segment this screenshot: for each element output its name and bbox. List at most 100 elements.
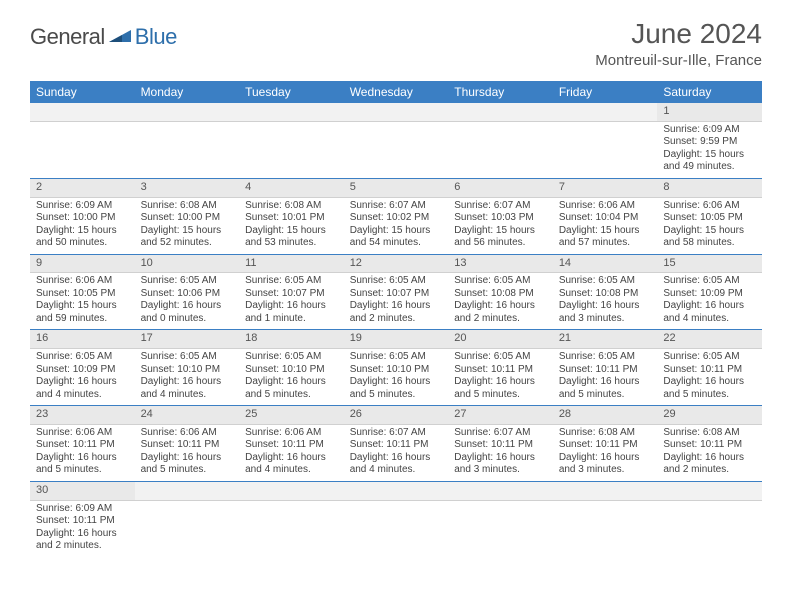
weekday-header: Sunday (30, 81, 135, 103)
day-number: 27 (448, 406, 553, 425)
calendar-cell: 23Sunrise: 6:06 AMSunset: 10:11 PMDaylig… (30, 406, 135, 482)
sunrise-label: Sunrise: 6:05 AM (141, 275, 234, 288)
calendar-week-row: 9Sunrise: 6:06 AMSunset: 10:05 PMDayligh… (30, 254, 762, 330)
cell-body: Sunrise: 6:05 AMSunset: 10:11 PMDaylight… (448, 349, 553, 405)
cell-body: Sunrise: 6:05 AMSunset: 10:09 PMDaylight… (657, 273, 762, 329)
sunrise-label: Sunrise: 6:05 AM (454, 351, 547, 364)
daylight-label: and 59 minutes. (36, 313, 129, 326)
sunset-label: Sunset: 10:11 PM (559, 364, 652, 377)
sunrise-label: Sunrise: 6:07 AM (350, 427, 443, 440)
weekday-header: Wednesday (344, 81, 449, 103)
daylight-label: Daylight: 16 hours (245, 376, 338, 389)
sunrise-label: Sunrise: 6:06 AM (36, 275, 129, 288)
calendar-cell: 18Sunrise: 6:05 AMSunset: 10:10 PMDaylig… (239, 330, 344, 406)
daylight-label: and 1 minute. (245, 313, 338, 326)
day-number (239, 103, 344, 122)
day-number: 26 (344, 406, 449, 425)
cell-body: Sunrise: 6:09 AMSunset: 10:11 PMDaylight… (30, 501, 135, 557)
daylight-label: and 4 minutes. (663, 313, 756, 326)
daylight-label: Daylight: 16 hours (454, 300, 547, 313)
day-number (553, 482, 658, 501)
day-number: 12 (344, 255, 449, 274)
day-number: 6 (448, 179, 553, 198)
day-number: 8 (657, 179, 762, 198)
day-number: 25 (239, 406, 344, 425)
daylight-label: Daylight: 16 hours (141, 452, 234, 465)
calendar-cell: 5Sunrise: 6:07 AMSunset: 10:02 PMDayligh… (344, 178, 449, 254)
calendar-cell (448, 103, 553, 178)
sunrise-label: Sunrise: 6:08 AM (141, 200, 234, 213)
calendar-cell: 28Sunrise: 6:08 AMSunset: 10:11 PMDaylig… (553, 406, 658, 482)
calendar-cell (657, 481, 762, 556)
daylight-label: Daylight: 16 hours (36, 376, 129, 389)
calendar-cell (344, 103, 449, 178)
cell-body: Sunrise: 6:06 AMSunset: 10:05 PMDaylight… (30, 273, 135, 329)
sunset-label: Sunset: 10:08 PM (454, 288, 547, 301)
day-number (135, 103, 240, 122)
day-number: 4 (239, 179, 344, 198)
sunrise-label: Sunrise: 6:08 AM (663, 427, 756, 440)
sunset-label: Sunset: 10:01 PM (245, 212, 338, 225)
sunset-label: Sunset: 10:05 PM (36, 288, 129, 301)
cell-body: Sunrise: 6:06 AMSunset: 10:04 PMDaylight… (553, 198, 658, 254)
daylight-label: and 2 minutes. (36, 540, 129, 553)
cell-body: Sunrise: 6:05 AMSunset: 10:06 PMDaylight… (135, 273, 240, 329)
sunrise-label: Sunrise: 6:05 AM (141, 351, 234, 364)
calendar-cell (344, 481, 449, 556)
day-number (448, 482, 553, 501)
sunrise-label: Sunrise: 6:09 AM (36, 200, 129, 213)
daylight-label: and 3 minutes. (559, 464, 652, 477)
calendar-cell: 7Sunrise: 6:06 AMSunset: 10:04 PMDayligh… (553, 178, 658, 254)
sunrise-label: Sunrise: 6:05 AM (245, 351, 338, 364)
calendar-cell: 21Sunrise: 6:05 AMSunset: 10:11 PMDaylig… (553, 330, 658, 406)
sunset-label: Sunset: 10:04 PM (559, 212, 652, 225)
daylight-label: Daylight: 16 hours (245, 300, 338, 313)
sunrise-label: Sunrise: 6:06 AM (36, 427, 129, 440)
sunset-label: Sunset: 10:07 PM (350, 288, 443, 301)
daylight-label: and 5 minutes. (36, 464, 129, 477)
calendar-cell: 29Sunrise: 6:08 AMSunset: 10:11 PMDaylig… (657, 406, 762, 482)
sunset-label: Sunset: 10:08 PM (559, 288, 652, 301)
sunset-label: Sunset: 10:11 PM (350, 439, 443, 452)
sunrise-label: Sunrise: 6:05 AM (559, 351, 652, 364)
daylight-label: and 5 minutes. (663, 389, 756, 402)
day-number (657, 482, 762, 501)
daylight-label: Daylight: 16 hours (559, 300, 652, 313)
sunrise-label: Sunrise: 6:09 AM (663, 124, 756, 137)
calendar-cell: 27Sunrise: 6:07 AMSunset: 10:11 PMDaylig… (448, 406, 553, 482)
calendar-cell: 16Sunrise: 6:05 AMSunset: 10:09 PMDaylig… (30, 330, 135, 406)
logo-text-main: General (30, 24, 105, 50)
day-number: 5 (344, 179, 449, 198)
daylight-label: and 58 minutes. (663, 237, 756, 250)
cell-body: Sunrise: 6:06 AMSunset: 10:11 PMDaylight… (239, 425, 344, 481)
calendar-cell (135, 103, 240, 178)
cell-body: Sunrise: 6:05 AMSunset: 10:11 PMDaylight… (553, 349, 658, 405)
sunset-label: Sunset: 9:59 PM (663, 136, 756, 149)
daylight-label: and 4 minutes. (350, 464, 443, 477)
calendar-cell: 8Sunrise: 6:06 AMSunset: 10:05 PMDayligh… (657, 178, 762, 254)
calendar-cell: 22Sunrise: 6:05 AMSunset: 10:11 PMDaylig… (657, 330, 762, 406)
cell-body: Sunrise: 6:05 AMSunset: 10:07 PMDaylight… (344, 273, 449, 329)
cell-body: Sunrise: 6:05 AMSunset: 10:08 PMDaylight… (553, 273, 658, 329)
calendar-week-row: 1Sunrise: 6:09 AMSunset: 9:59 PMDaylight… (30, 103, 762, 178)
cell-body: Sunrise: 6:08 AMSunset: 10:00 PMDaylight… (135, 198, 240, 254)
daylight-label: Daylight: 15 hours (36, 225, 129, 238)
daylight-label: Daylight: 15 hours (36, 300, 129, 313)
day-number: 20 (448, 330, 553, 349)
day-number: 3 (135, 179, 240, 198)
daylight-label: Daylight: 16 hours (141, 376, 234, 389)
sunrise-label: Sunrise: 6:05 AM (350, 351, 443, 364)
daylight-label: and 2 minutes. (663, 464, 756, 477)
daylight-label: Daylight: 16 hours (559, 376, 652, 389)
day-number: 14 (553, 255, 658, 274)
daylight-label: Daylight: 16 hours (663, 376, 756, 389)
calendar-cell: 11Sunrise: 6:05 AMSunset: 10:07 PMDaylig… (239, 254, 344, 330)
weekday-header-row: Sunday Monday Tuesday Wednesday Thursday… (30, 81, 762, 103)
daylight-label: and 5 minutes. (559, 389, 652, 402)
sunrise-label: Sunrise: 6:08 AM (245, 200, 338, 213)
page-header: General Blue June 2024 Montreuil-sur-Ill… (0, 0, 792, 77)
daylight-label: and 4 minutes. (245, 464, 338, 477)
daylight-label: Daylight: 16 hours (663, 452, 756, 465)
calendar-cell (239, 103, 344, 178)
sunrise-label: Sunrise: 6:06 AM (245, 427, 338, 440)
